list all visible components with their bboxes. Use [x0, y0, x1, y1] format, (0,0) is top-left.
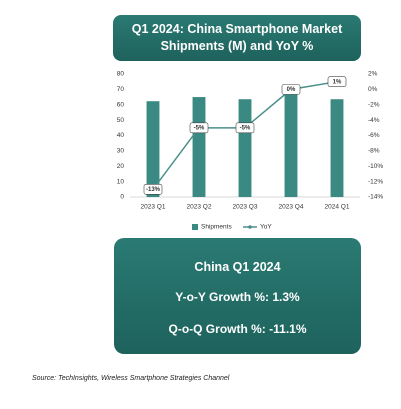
summary-line: Y-o-Y Growth %: 1.3%: [175, 290, 300, 304]
data-label-box: [143, 184, 163, 195]
bar: [284, 86, 298, 197]
y2-tick-label: -4%: [368, 117, 380, 124]
legend-label: YoY: [260, 224, 272, 231]
data-label-group: -13%: [143, 184, 163, 195]
y2-tick-label: -8%: [368, 148, 380, 155]
summary-line: Q-o-Q Growth %: -11.1%: [168, 322, 307, 336]
bar: [146, 101, 160, 197]
y-tick-label: 70: [117, 86, 125, 93]
data-label-box: [235, 122, 255, 134]
data-label: 0%: [287, 87, 296, 93]
y-tick-label: 20: [117, 163, 125, 170]
x-tick-label: 2023 Q2: [187, 204, 212, 211]
chart-title: Q1 2024: China Smartphone Market Shipmen…: [113, 15, 361, 61]
data-label-box: [281, 84, 301, 95]
y2-tick-label: -10%: [368, 163, 383, 170]
summary-box: China Q1 2024 Y-o-Y Growth %: 1.3% Q-o-Q…: [114, 238, 361, 354]
source-note: Source: TechInsights, Wireless Smartphon…: [32, 375, 230, 382]
legend-swatch: [248, 225, 252, 229]
legend-label: Shipments: [201, 224, 232, 231]
data-label: -13%: [146, 187, 161, 193]
y2-tick-label: 2%: [368, 71, 378, 78]
y-tick-label: 60: [117, 101, 125, 108]
data-label-group: 1%: [327, 76, 347, 87]
x-tick-label: 2024 Q1: [325, 204, 350, 211]
y-tick-label: 50: [117, 117, 125, 124]
x-tick-label: 2023 Q3: [233, 204, 258, 211]
y2-tick-label: -2%: [368, 101, 380, 108]
y2-tick-label: -14%: [368, 194, 383, 201]
y2-tick-label: -6%: [368, 132, 380, 139]
bar: [238, 99, 252, 197]
y-tick-label: 0: [120, 194, 124, 201]
data-label-group: -5%: [189, 122, 209, 134]
y2-tick-label: 0%: [368, 86, 378, 93]
y-tick-label: 10: [117, 178, 125, 185]
legend-swatch: [192, 224, 198, 230]
x-tick-label: 2023 Q1: [141, 204, 166, 211]
y-tick-label: 40: [117, 132, 125, 139]
data-label-box: [189, 122, 209, 134]
y-tick-label: 30: [117, 148, 125, 155]
summary-heading: China Q1 2024: [194, 260, 281, 274]
data-label-group: 0%: [281, 84, 301, 95]
data-label: -5%: [240, 125, 251, 131]
y-tick-label: 80: [117, 71, 125, 78]
data-label: -5%: [194, 125, 205, 131]
data-label-group: -5%: [235, 122, 255, 134]
bar: [192, 97, 206, 197]
y2-tick-label: -12%: [368, 178, 383, 185]
data-label: 1%: [333, 79, 342, 85]
data-label-box: [327, 76, 347, 87]
x-tick-label: 2023 Q4: [279, 204, 304, 211]
bar: [330, 99, 344, 197]
